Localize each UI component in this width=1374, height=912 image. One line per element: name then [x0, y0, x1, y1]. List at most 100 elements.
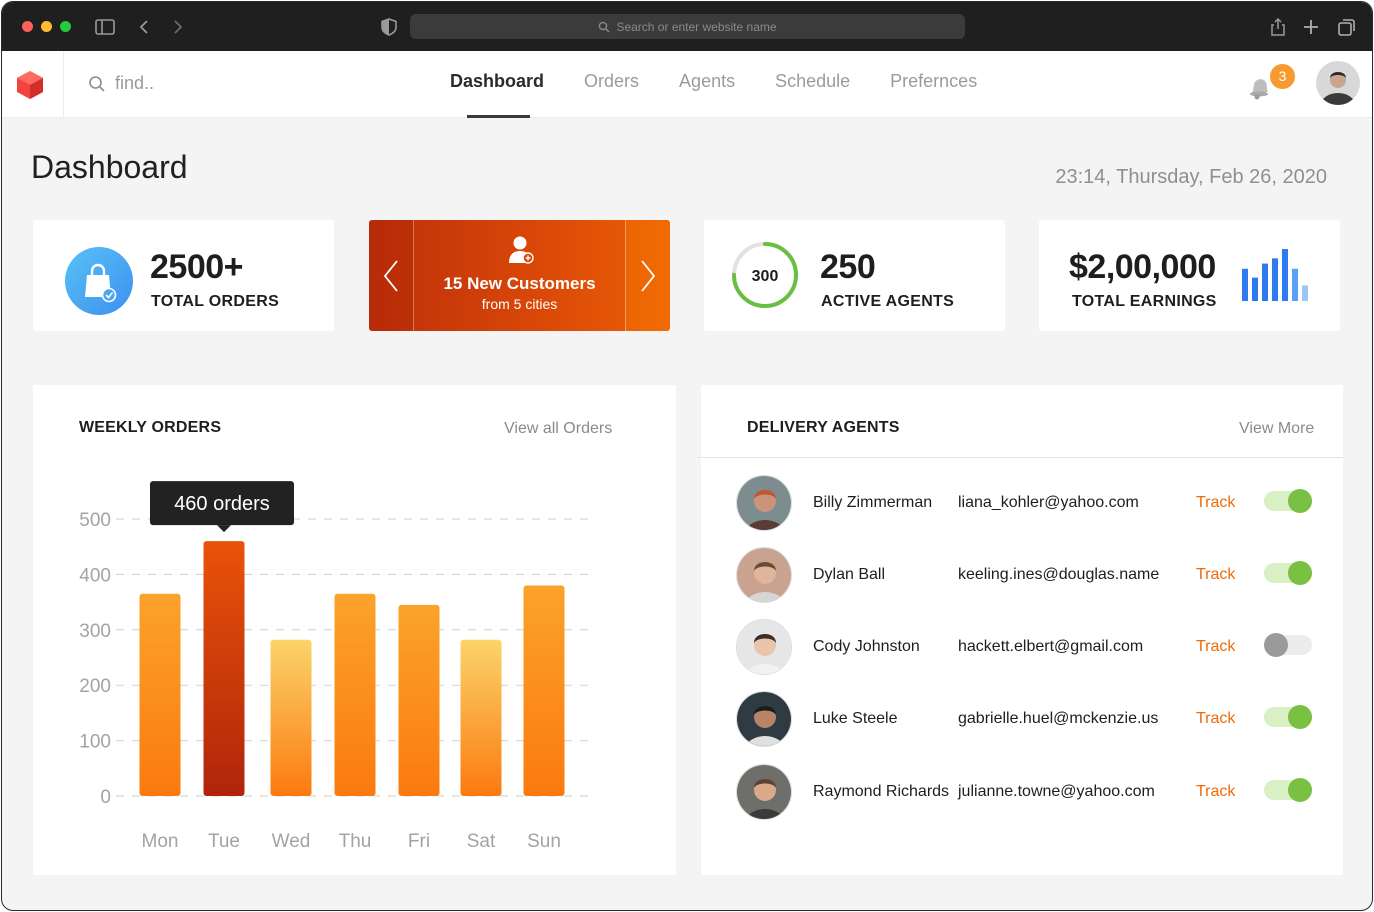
new-tab-plus-icon[interactable] [1300, 16, 1322, 38]
notification-bell-icon[interactable] [1246, 73, 1274, 101]
tooltip-text: 460 orders [174, 493, 270, 515]
notification-count-badge: 3 [1268, 62, 1297, 91]
carousel-prev-button[interactable] [369, 220, 414, 331]
y-tick-label: 0 [100, 787, 111, 808]
search-input[interactable] [115, 73, 315, 94]
logo-cell [2, 51, 64, 118]
total-earnings-label: TOTAL EARNINGS [1072, 293, 1217, 310]
agent-row: Billy Zimmerman liana_kohler@yahoo.com Tra… [736, 475, 1326, 531]
active-agents-label: ACTIVE AGENTS [821, 293, 955, 310]
tab-dashboard[interactable]: Dashboard [450, 51, 544, 118]
total-earnings-value: $2,00,000 [1069, 248, 1216, 286]
new-customers-title: 15 New Customers [443, 274, 596, 293]
current-datetime: 23:14, Thursday, Feb 26, 2020 [1055, 166, 1327, 188]
chevron-right-icon [641, 259, 656, 292]
zoom-window-button[interactable] [60, 21, 71, 32]
address-bar[interactable]: Search or enter website name [410, 14, 965, 39]
toggle-knob [1288, 561, 1312, 585]
agent-row: Dylan Ball keeling.ines@douglas.name Track [736, 547, 1326, 603]
track-agent-link[interactable]: Track [1196, 566, 1236, 583]
bar-tooltip: 460 orders [150, 481, 294, 533]
agent-name: Cody Johnston [813, 638, 920, 655]
carousel-next-button[interactable] [625, 220, 670, 331]
agent-row: Raymond Richards julianne.towne@yahoo.com… [736, 764, 1326, 820]
main-tabs: Dashboard Orders Agents Schedule Prefern… [450, 51, 1017, 118]
tab-schedule[interactable]: Schedule [775, 71, 851, 91]
sidebar-toggle-icon[interactable] [94, 16, 116, 38]
bar-tue[interactable] [203, 541, 245, 796]
privacy-shield-icon[interactable] [378, 16, 400, 38]
total-orders-card: 2500+ TOTAL ORDERS [33, 220, 334, 331]
y-tick-label: 200 [79, 676, 111, 697]
agent-name: Billy Zimmerman [813, 494, 933, 511]
new-customers-subtitle: from 5 cities [481, 296, 558, 312]
brand-hexagon-logo-icon[interactable] [16, 70, 44, 100]
share-icon[interactable] [1267, 16, 1289, 38]
agent-email: hackett.elbert@gmail.com [958, 638, 1144, 655]
agent-avatar [736, 691, 792, 747]
track-agent-link[interactable]: Track [1196, 638, 1236, 655]
weekly-orders-title: WEEKLY ORDERS [79, 419, 222, 436]
forward-arrow-icon[interactable] [166, 16, 188, 38]
active-agents-card: 300 250 ACTIVE AGENTS [704, 220, 1005, 331]
view-all-orders-link[interactable]: View all Orders [504, 420, 613, 437]
agent-name: Dylan Ball [813, 566, 886, 583]
x-tick-label: Tue [208, 831, 240, 852]
chevron-left-icon [383, 259, 398, 292]
bar-mon[interactable] [139, 593, 181, 796]
agent-email: gabrielle.huel@mckenzie.us [958, 710, 1159, 727]
search-icon [89, 75, 105, 92]
bar-sat[interactable] [460, 639, 502, 796]
agent-avatar [736, 547, 792, 603]
agent-active-toggle[interactable] [1264, 561, 1312, 585]
close-window-button[interactable] [22, 21, 33, 32]
agent-active-toggle[interactable] [1264, 705, 1312, 729]
agent-avatar [736, 475, 792, 531]
bar-sun[interactable] [523, 585, 565, 796]
agent-email: liana_kohler@yahoo.com [958, 494, 1139, 511]
address-placeholder: Search or enter website name [616, 19, 777, 34]
toggle-knob [1264, 633, 1288, 657]
shopping-bag-icon [65, 247, 133, 315]
total-earnings-card: $2,00,000 TOTAL EARNINGS [1039, 220, 1340, 331]
earnings-mini-bar [1282, 249, 1288, 301]
bar-wed[interactable] [270, 639, 312, 796]
agents-divider [697, 457, 1343, 458]
earnings-mini-bar [1252, 277, 1258, 301]
track-agent-link[interactable]: Track [1196, 710, 1236, 727]
minimize-window-button[interactable] [41, 21, 52, 32]
agent-email: julianne.towne@yahoo.com [958, 783, 1155, 800]
agent-avatar [736, 764, 792, 820]
earnings-mini-bar [1262, 263, 1268, 301]
y-tick-label: 400 [79, 565, 111, 586]
agent-active-toggle[interactable] [1264, 633, 1312, 657]
agent-row: Cody Johnston hackett.elbert@gmail.com Tra… [736, 619, 1326, 675]
tab-preferences[interactable]: Prefernces [890, 71, 978, 91]
back-arrow-icon[interactable] [134, 16, 156, 38]
tab-overview-icon[interactable] [1336, 16, 1358, 38]
weekly-orders-chart: 0 100 200 300 400 500 Mon Tue Wed Thu Fri Sat Sun 460… [79, 481, 594, 852]
user-profile-avatar[interactable] [1316, 61, 1360, 105]
tab-orders[interactable]: Orders [584, 71, 640, 91]
x-tick-label: Sat [467, 831, 496, 852]
y-tick-label: 500 [79, 510, 111, 531]
bar-thu[interactable] [334, 593, 376, 796]
view-more-agents-link[interactable]: View More [1239, 420, 1315, 437]
bar-fri[interactable] [398, 604, 440, 796]
new-customers-carousel: 15 New Customers from 5 cities [369, 220, 670, 331]
earnings-mini-bar [1302, 285, 1308, 301]
add-user-icon [509, 236, 534, 264]
earnings-mini-bar [1272, 258, 1278, 301]
search-icon [599, 21, 610, 32]
tab-agents[interactable]: Agents [679, 71, 736, 91]
track-agent-link[interactable]: Track [1196, 494, 1236, 511]
toggle-knob [1288, 489, 1312, 513]
toggle-knob [1288, 778, 1312, 802]
total-orders-value: 2500+ [150, 248, 244, 286]
agent-active-toggle[interactable] [1264, 489, 1312, 513]
agent-active-toggle[interactable] [1264, 778, 1312, 802]
track-agent-link[interactable]: Track [1196, 783, 1236, 800]
x-tick-label: Thu [339, 831, 372, 852]
y-tick-label: 300 [79, 621, 111, 642]
